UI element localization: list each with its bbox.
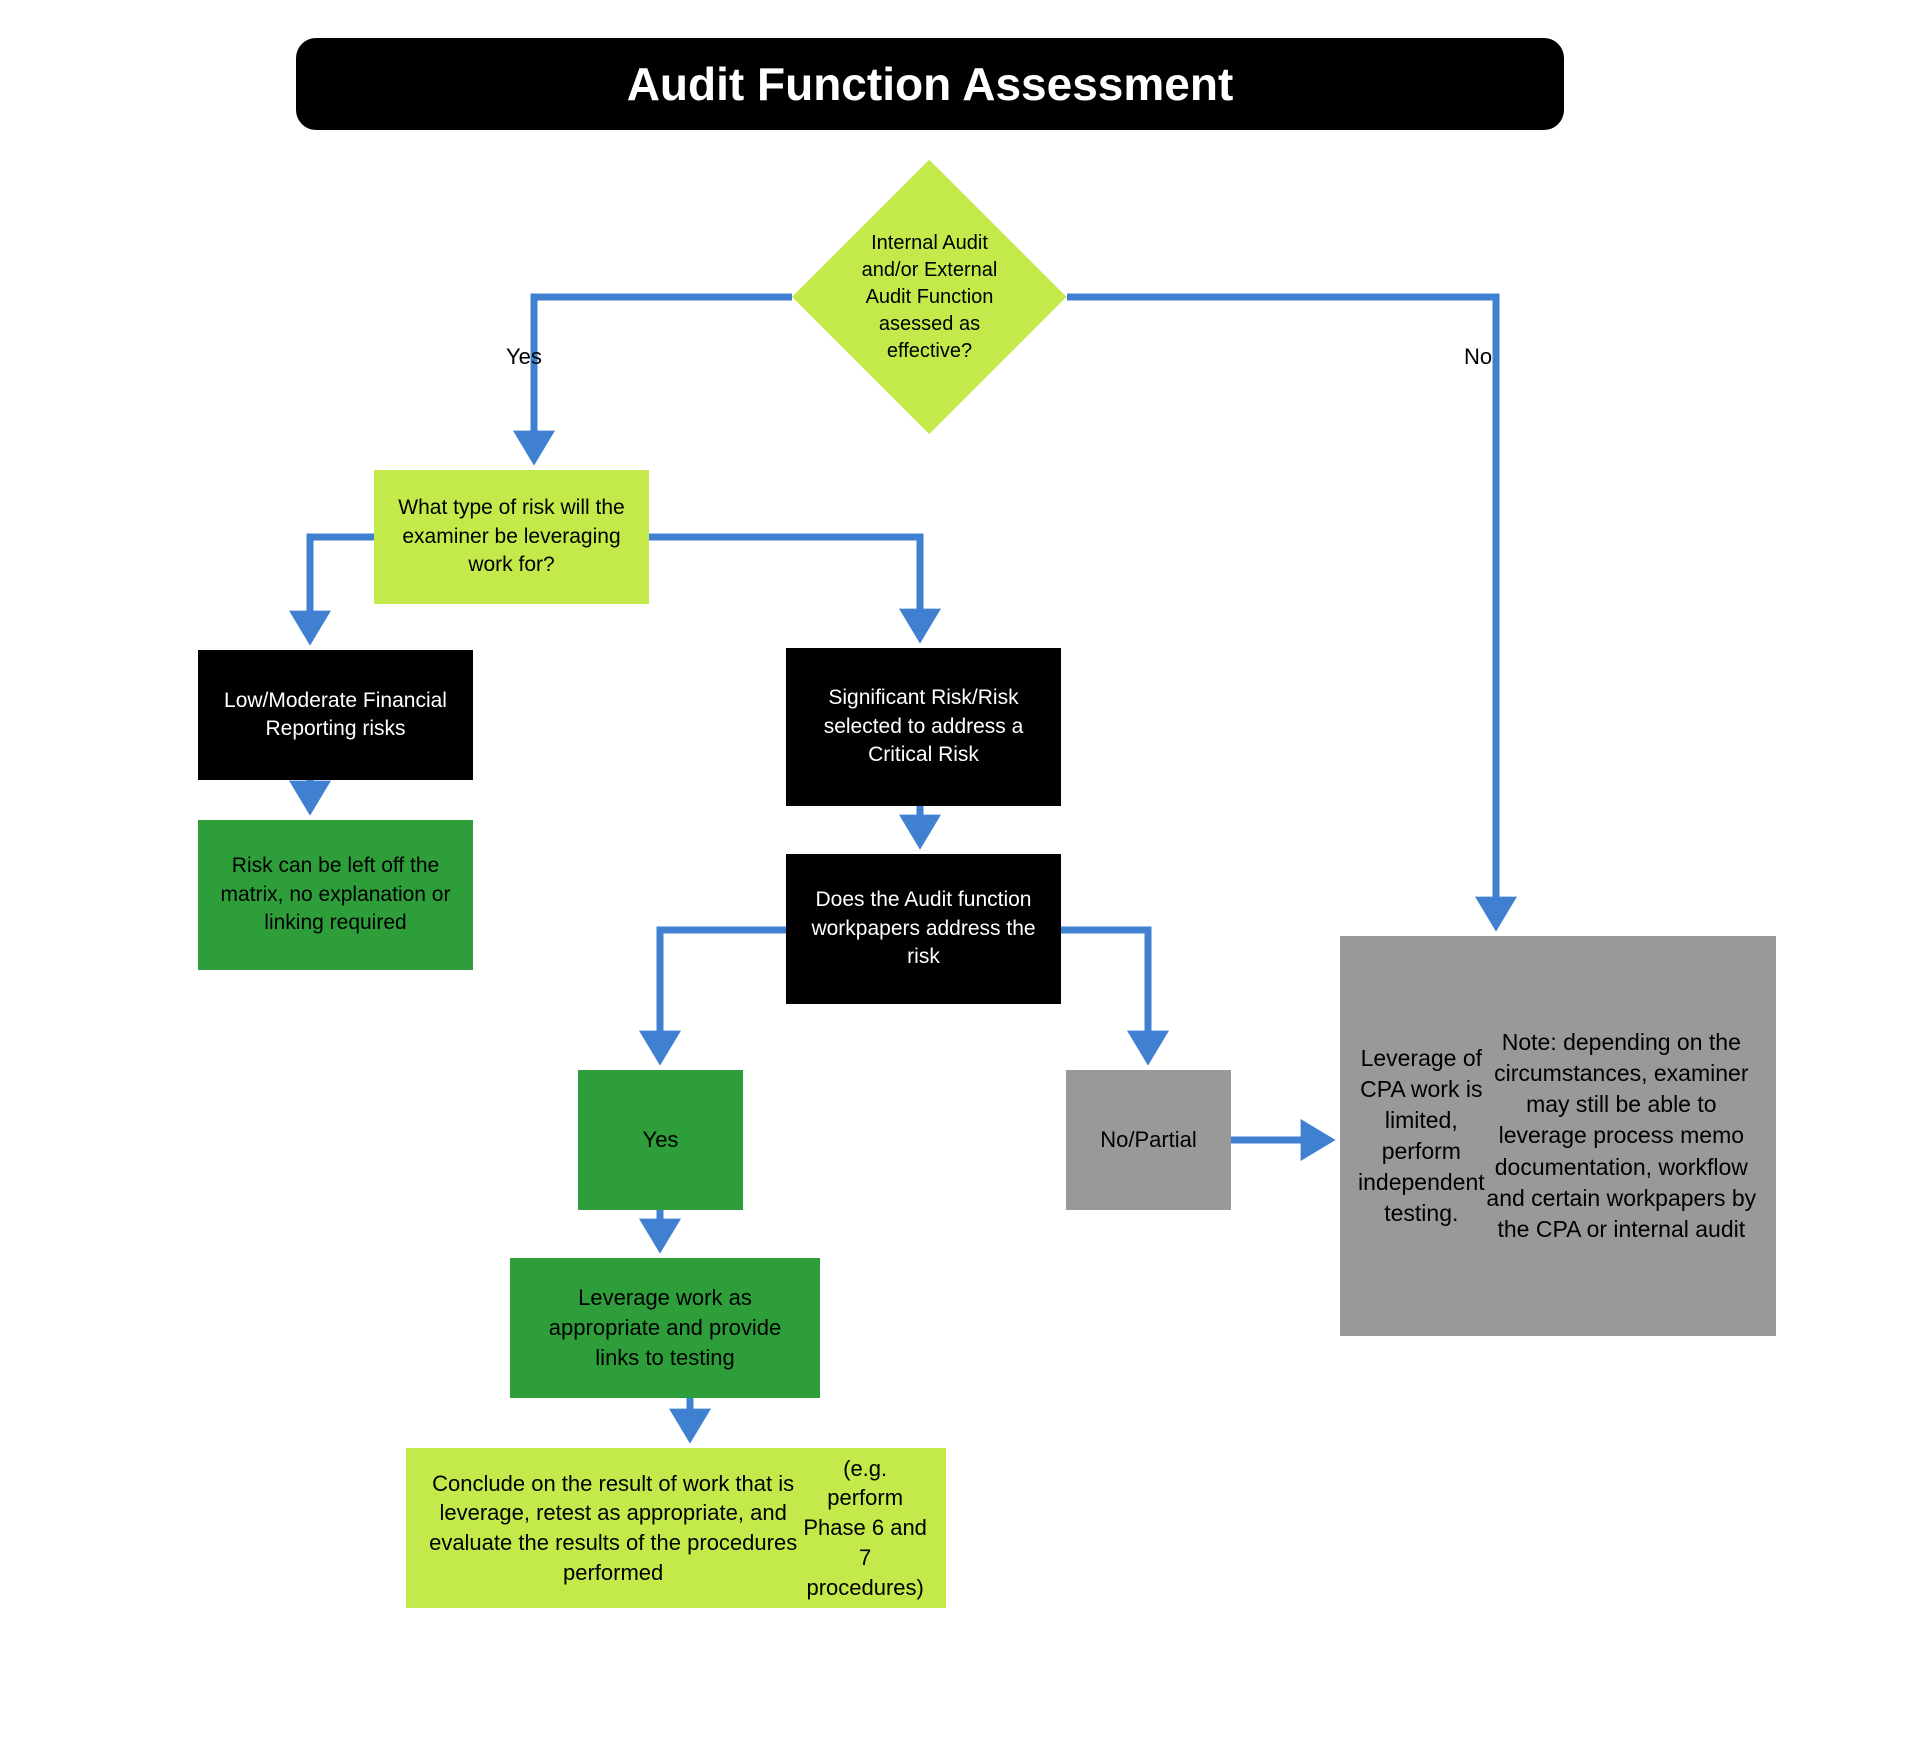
title-bar: Audit Function Assessment bbox=[296, 38, 1564, 130]
node-conclude: Conclude on the result of work that is l… bbox=[406, 1448, 946, 1608]
node-workpapers-address: Does the Audit function workpapers addre… bbox=[786, 854, 1061, 1004]
node-limited-leverage: Leverage of CPA work is limited, perform… bbox=[1340, 936, 1776, 1336]
edge-label-no: No bbox=[1464, 344, 1492, 370]
node-yes: Yes bbox=[578, 1070, 743, 1210]
decision-effective-label: Internal Audit and/or External Audit Fun… bbox=[792, 160, 1067, 435]
node-risk-type: What type of risk will the examiner be l… bbox=[374, 470, 649, 604]
node-low-moderate: Low/Moderate Financial Reporting risks bbox=[198, 650, 473, 780]
node-leverage-work: Leverage work as appropriate and provide… bbox=[510, 1258, 820, 1398]
edge-label-yes: Yes bbox=[506, 344, 542, 370]
node-significant-risk: Significant Risk/Risk selected to addres… bbox=[786, 648, 1061, 806]
flowchart-canvas: Audit Function Assessment Internal Audit… bbox=[0, 0, 1920, 1748]
decision-effective: Internal Audit and/or External Audit Fun… bbox=[792, 160, 1067, 435]
node-no-partial: No/Partial bbox=[1066, 1070, 1231, 1210]
node-left-off-matrix: Risk can be left off the matrix, no expl… bbox=[198, 820, 473, 970]
